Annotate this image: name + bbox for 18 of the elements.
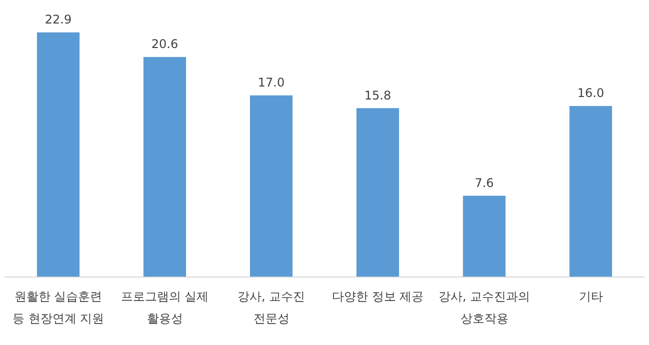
data-label: 15.8 [364, 88, 392, 102]
bar [569, 106, 612, 277]
bar [250, 95, 293, 277]
bar [462, 196, 506, 277]
x-tick-label: 강사, 교수진과의 상호작용 [438, 290, 530, 326]
data-label: 20.6 [151, 37, 178, 52]
x-tick-label: 다양한 정보 제공 [332, 290, 424, 304]
data-label: 17.0 [258, 76, 285, 90]
x-tick-label: 원활한 실습훈련 등 현장연계 지원 [12, 290, 104, 326]
bar [356, 108, 400, 277]
data-label: 22.9 [44, 12, 72, 27]
data-label: 16.0 [577, 86, 604, 100]
data-label: 7.6 [474, 176, 494, 190]
bar [36, 32, 80, 277]
x-tick-label: 기타 [578, 290, 603, 304]
bar [143, 56, 186, 277]
x-tick-label: 강사, 교수진 전문성 [237, 290, 306, 326]
x-tick-label: 프로그램의 실제 활용성 [120, 290, 209, 326]
